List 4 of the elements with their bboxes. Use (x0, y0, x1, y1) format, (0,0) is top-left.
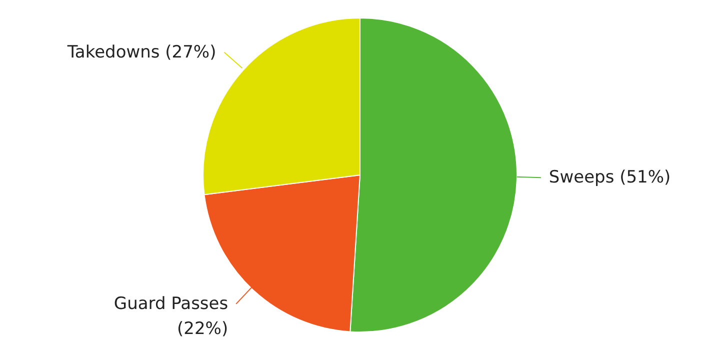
slice-label: Guard Passes (114, 294, 228, 314)
slice-label: Takedowns (27%) (66, 42, 216, 62)
data-label: (22%) (177, 318, 228, 339)
slice-label: Sweeps (51%) (548, 168, 671, 188)
